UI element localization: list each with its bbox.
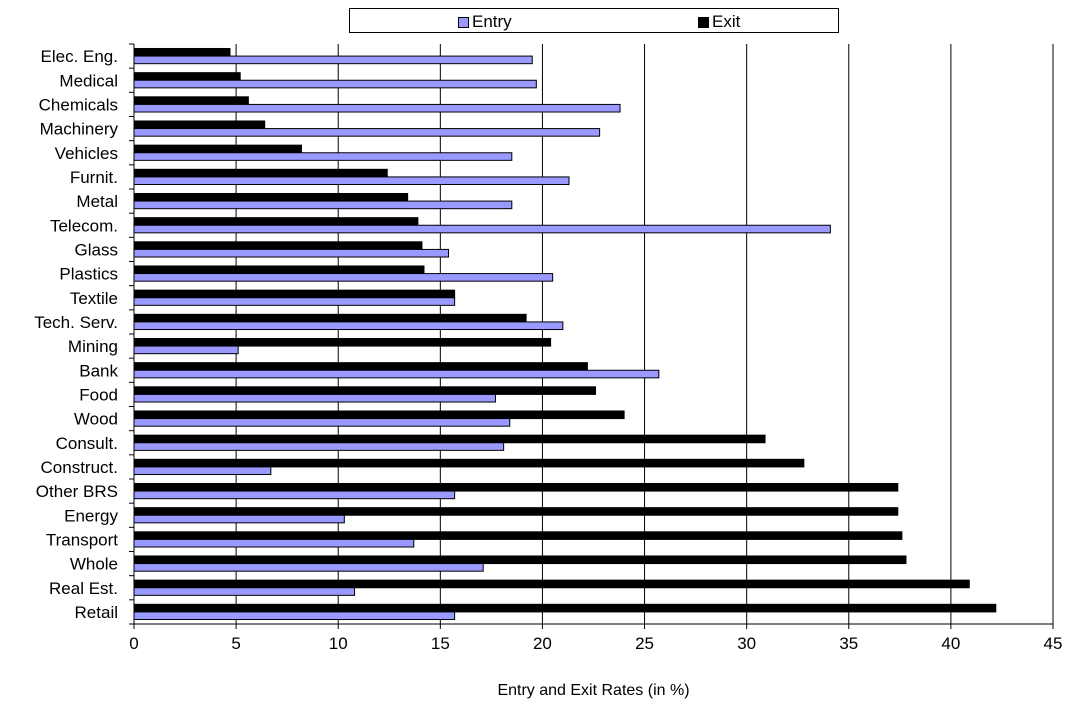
category-label: Construct. xyxy=(41,458,118,477)
category-label: Food xyxy=(79,385,118,404)
category-label: Other BRS xyxy=(36,482,118,501)
bar-exit xyxy=(133,265,425,275)
bar-exit xyxy=(133,386,597,395)
category-label: Machinery xyxy=(40,120,119,139)
category-label: Wood xyxy=(74,410,118,429)
category-label: Consult. xyxy=(56,434,118,453)
x-tick-labels: 0 5 10 15 20 25 30 35 40 45 xyxy=(129,634,1062,653)
bar-exit xyxy=(133,241,423,250)
bar-entry xyxy=(133,200,513,210)
legend-swatch-exit xyxy=(698,16,709,28)
x-tick-label: 5 xyxy=(231,634,240,653)
bar-entry xyxy=(133,514,345,524)
bar-exit xyxy=(133,337,552,347)
gridlines xyxy=(235,44,1054,624)
bar-exit xyxy=(133,555,907,565)
category-label: Real Est. xyxy=(49,579,118,598)
bar-entry xyxy=(133,273,554,282)
bar-exit xyxy=(133,144,302,154)
bar-entry xyxy=(133,418,511,427)
category-label: Chemicals xyxy=(39,95,118,114)
bar-exit xyxy=(133,434,766,444)
legend: Entry Exit xyxy=(349,8,839,33)
bar-entry xyxy=(133,563,484,572)
x-tick-label: 15 xyxy=(431,634,450,653)
bar-entry xyxy=(133,587,356,596)
category-label: Transport xyxy=(46,530,118,549)
category-label: Whole xyxy=(70,555,118,574)
bar-exit xyxy=(133,603,997,613)
bar-entry xyxy=(133,55,533,65)
x-tick-label: 20 xyxy=(533,634,552,653)
category-label: Telecom. xyxy=(50,216,118,235)
x-tick-label: 35 xyxy=(839,634,858,653)
bar-exit xyxy=(133,120,266,130)
category-label: Mining xyxy=(68,337,118,356)
category-label: Bank xyxy=(79,361,118,380)
legend-swatch-entry xyxy=(458,16,469,28)
category-label: Plastics xyxy=(59,265,118,284)
bar-entry xyxy=(133,490,456,500)
category-label: Furnit. xyxy=(70,168,118,187)
bar-exit xyxy=(133,482,899,492)
bar-entry xyxy=(133,248,450,258)
bar-exit xyxy=(133,217,419,226)
bar-exit xyxy=(133,531,903,540)
bar-entry xyxy=(133,369,660,379)
bar-exit xyxy=(133,192,409,202)
bar-entry xyxy=(133,176,570,186)
bar-exit xyxy=(133,579,970,589)
x-tick-label: 25 xyxy=(635,634,654,653)
bar-exit xyxy=(133,410,625,420)
category-label: Vehicles xyxy=(55,144,118,163)
x-tick-label: 0 xyxy=(129,634,138,653)
bar-exit xyxy=(133,47,231,57)
x-tick-label: 30 xyxy=(737,634,756,653)
x-tick-label: 40 xyxy=(941,634,960,653)
category-label: Medical xyxy=(59,71,118,90)
bar-entry xyxy=(133,297,456,306)
x-axis-label: Entry and Exit Rates (in %) xyxy=(497,682,690,699)
legend-label-entry: Entry xyxy=(472,12,512,31)
x-tick-label: 45 xyxy=(1044,634,1063,653)
bar-entry xyxy=(133,345,239,355)
legend-item-entry: Entry xyxy=(458,12,512,32)
bar-exit xyxy=(133,96,249,105)
bars xyxy=(133,47,997,621)
bar-entry xyxy=(133,128,601,137)
bar-exit xyxy=(133,313,527,323)
bar-entry xyxy=(133,321,564,331)
bar-entry xyxy=(133,103,621,113)
bar-exit xyxy=(133,458,805,468)
axes xyxy=(129,43,1054,629)
bar-entry xyxy=(133,224,831,234)
bar-exit xyxy=(133,289,456,299)
bar-entry xyxy=(133,442,505,451)
category-label: Elec. Eng. xyxy=(41,47,119,66)
category-label: Retail xyxy=(75,603,118,622)
category-label: Tech. Serv. xyxy=(34,313,118,332)
bar-entry xyxy=(133,393,496,403)
category-label: Energy xyxy=(64,506,118,525)
bar-exit xyxy=(133,362,588,371)
bar-exit xyxy=(133,72,241,81)
category-label: Textile xyxy=(70,289,118,308)
bar-entry xyxy=(133,466,272,476)
bar-entry xyxy=(133,538,415,548)
legend-label-exit: Exit xyxy=(712,12,741,31)
category-label: Glass xyxy=(75,240,118,259)
legend-item-exit: Exit xyxy=(698,12,740,32)
category-label: Metal xyxy=(76,192,118,211)
category-labels: Elec. Eng. Medical Chemicals Machinery Vehic… xyxy=(34,47,118,622)
bar-entry xyxy=(133,152,513,161)
bar-entry xyxy=(133,79,537,89)
bar-entry xyxy=(133,611,456,621)
x-tick-label: 10 xyxy=(329,634,348,653)
bar-exit xyxy=(133,168,388,178)
bar-exit xyxy=(133,507,899,516)
